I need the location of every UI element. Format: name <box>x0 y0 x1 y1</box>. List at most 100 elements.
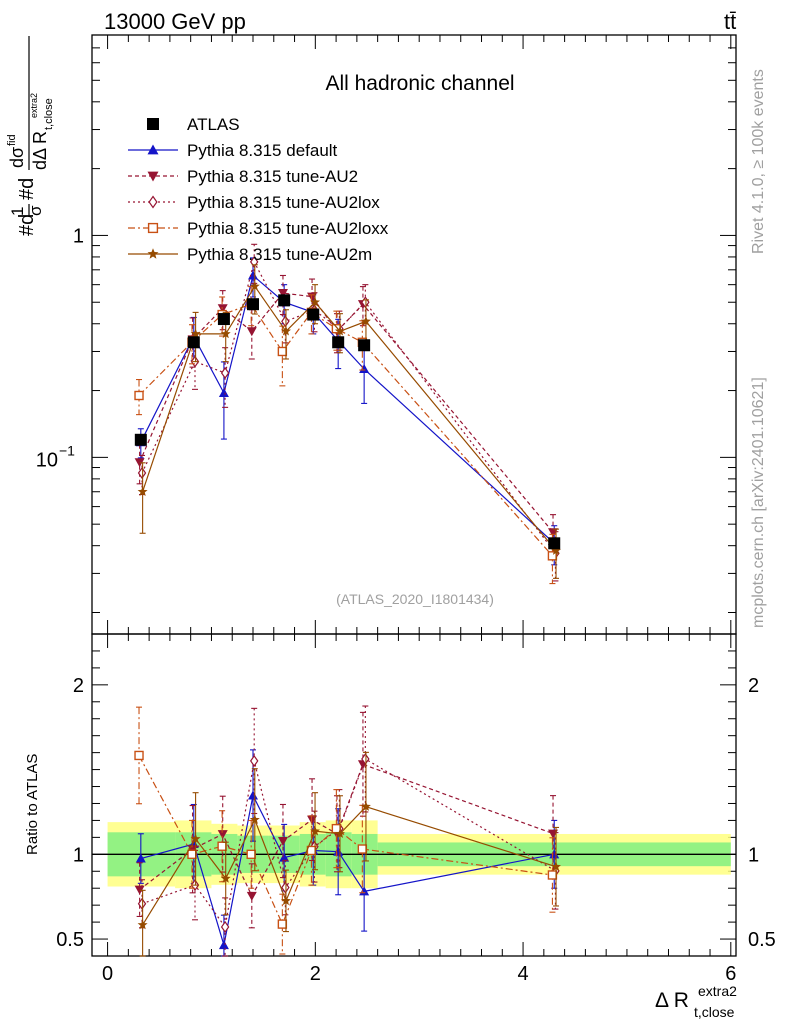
legend-entry: Pythia 8.315 tune-AU2 <box>128 167 358 186</box>
legend-label: Pythia 8.315 default <box>187 141 338 160</box>
data-point <box>360 316 371 326</box>
ratio-point <box>190 833 201 844</box>
ratio-y-axis-title: Ratio to ATLAS <box>24 754 41 855</box>
ratio-point <box>218 940 229 950</box>
ratio-point <box>333 846 344 856</box>
legend-label: Pythia 8.315 tune-AU2loxx <box>187 219 389 238</box>
data-point <box>220 366 230 380</box>
ratio-point <box>217 841 227 851</box>
data-point <box>307 308 320 321</box>
x-tick-label: 6 <box>725 963 736 985</box>
ratio-point <box>220 873 231 883</box>
mcplots-reference-label: mcplots.cern.ch [arXiv:2401.10621] <box>750 377 767 628</box>
series-line <box>142 285 557 551</box>
ratio-point <box>549 849 560 859</box>
data-point <box>551 545 561 555</box>
svg-text:t,close: t,close <box>43 98 55 130</box>
svg-text:1: 1 <box>8 207 27 216</box>
legend-marker <box>147 222 159 234</box>
y-tick-label: 10 −1 <box>36 442 75 471</box>
data-point <box>249 281 260 291</box>
series-line <box>138 303 553 557</box>
svg-text:dΔ R: dΔ R <box>30 131 50 170</box>
data-point <box>134 433 147 446</box>
ratio-point <box>246 891 257 901</box>
legend-entry: ATLAS <box>147 115 240 134</box>
x-tick-label: 0 <box>102 963 113 985</box>
svg-text:σ: σ <box>26 205 45 216</box>
legend-label: Pythia 8.315 tune-AU2lox <box>187 193 380 212</box>
ratio-point <box>310 826 320 836</box>
legend-entry: Pythia 8.315 default <box>128 141 338 160</box>
legend-marker <box>147 144 159 155</box>
data-point <box>220 328 231 339</box>
data-point <box>335 326 345 336</box>
series-5 <box>137 264 561 957</box>
series-line <box>140 274 555 544</box>
data-point <box>190 328 201 339</box>
legend-marker <box>147 171 159 182</box>
ratio-point <box>135 853 146 863</box>
svg-text:#d: #d <box>16 214 38 236</box>
ratio-point <box>217 830 228 840</box>
y-tick-label: 1 <box>73 225 84 247</box>
series-atlas <box>134 294 561 550</box>
x-tick-label: 2 <box>310 963 321 985</box>
x-tick-label: 4 <box>518 963 529 985</box>
legend-label: ATLAS <box>187 115 240 134</box>
ratio-y-tick-label: 2 <box>73 675 84 697</box>
ratio-point <box>547 870 558 880</box>
svg-text:#d: #d <box>16 178 38 200</box>
legend-marker <box>147 118 159 130</box>
legend: ATLAS Pythia 8.315 default Pythia 8.315 tu… <box>128 115 389 264</box>
legend-entry: Pythia 8.315 tune-AU2lox <box>128 193 380 212</box>
data-point <box>247 298 259 311</box>
svg-text:extra2: extra2 <box>698 983 737 999</box>
ratio-y-tick-label-right: 0.5 <box>748 929 776 951</box>
ratio-y-tick-label: 1 <box>73 844 84 866</box>
legend-entry: Pythia 8.315 tune-AU2m <box>128 245 372 264</box>
ratio-point <box>246 849 256 860</box>
ratio-point <box>277 837 288 847</box>
ratio-point <box>134 750 144 761</box>
ratio-point <box>281 881 290 894</box>
svg-text:t,close: t,close <box>694 1004 735 1020</box>
svg-text:dσ: dσ <box>7 147 27 168</box>
ratio-panel-frame <box>91 633 737 957</box>
ratio-point <box>187 849 197 860</box>
data-point <box>137 486 148 496</box>
data-point <box>548 537 561 550</box>
data-point <box>217 313 230 326</box>
ratio-point <box>137 897 147 910</box>
ratio-point <box>551 861 561 871</box>
series-line <box>141 260 556 554</box>
chart-title: All hadronic channel <box>325 72 514 95</box>
header-left: 13000 GeV pp <box>104 9 246 34</box>
svg-text:−1: −1 <box>59 442 75 458</box>
data-point <box>277 346 288 357</box>
analysis-id-label: (ATLAS_2020_I1801434) <box>336 591 494 607</box>
data-point <box>358 339 371 352</box>
legend-marker <box>147 248 159 259</box>
ratio-point <box>279 852 290 862</box>
ratio-point <box>220 920 230 933</box>
data-point <box>134 390 144 401</box>
legend-marker <box>148 195 158 209</box>
legend-label: Pythia 8.315 tune-AU2 <box>187 167 358 186</box>
data-point <box>332 336 345 349</box>
ratio-point <box>137 919 148 930</box>
svg-text:10: 10 <box>36 449 58 471</box>
ratio-y-tick-label-right: 2 <box>748 675 759 697</box>
data-point <box>187 336 200 349</box>
data-point <box>310 297 320 307</box>
data-point <box>281 315 290 328</box>
data-point <box>217 304 228 314</box>
data-point <box>281 326 291 336</box>
ratio-y-tick-label-right: 1 <box>748 844 759 866</box>
data-point <box>248 270 258 280</box>
rivet-version-label: Rivet 4.1.0, ≥ 100k events <box>750 69 767 254</box>
header-right: tt̄ <box>724 9 736 34</box>
ratio-point <box>248 790 258 800</box>
